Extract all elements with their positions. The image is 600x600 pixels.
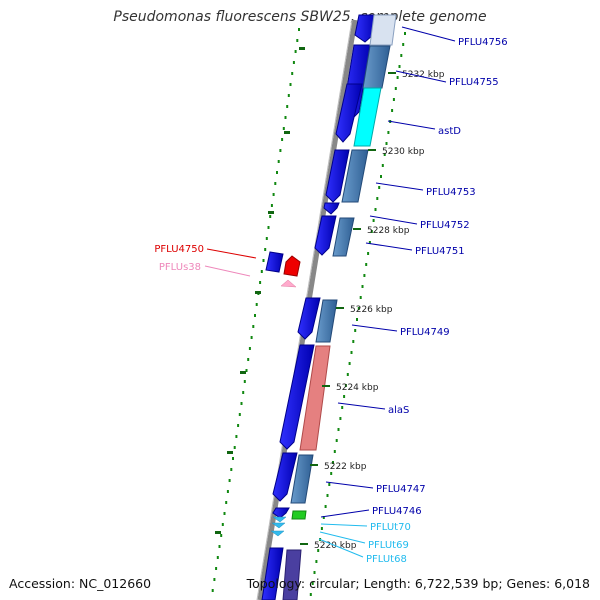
feature-label-pflu4756[interactable]: PFLU4756 [458, 37, 508, 48]
leader-line [318, 538, 364, 558]
feature-bar[interactable] [290, 454, 314, 504]
ncrna-marker[interactable] [280, 279, 297, 288]
leader-line [387, 120, 436, 130]
accession-text: Accession: NC_012660 [9, 576, 152, 591]
feature-label-pflu4751[interactable]: PFLU4751 [415, 246, 465, 257]
leader-line [320, 509, 370, 518]
feature-label-pflus38[interactable]: PFLUs38 [159, 262, 201, 273]
genome-summary-text: Topology: circular; Length: 6,722,539 bp… [246, 576, 590, 591]
cds-track [261, 14, 378, 600]
cds-arrow[interactable] [272, 507, 290, 519]
trna-arrow[interactable] [270, 530, 285, 537]
feature-bar[interactable] [332, 217, 355, 257]
gc-content-track [211, 28, 406, 596]
feature-label-pflu4752[interactable]: PFLU4752 [420, 220, 470, 231]
tick-label: 5230 kbp [382, 147, 425, 157]
leader-line [401, 26, 456, 42]
cds-arrow[interactable] [335, 83, 363, 143]
tick-label: 5226 kbp [350, 305, 393, 315]
tick-label: 5222 kbp [324, 462, 367, 472]
feature-label-pflut68[interactable]: PFLUt68 [366, 554, 407, 565]
leader-line [204, 265, 251, 277]
tick-label: 5224 kbp [336, 383, 379, 393]
tick-label: 5228 kbp [367, 226, 410, 236]
cds-arrow[interactable] [279, 344, 315, 450]
trna-arrow[interactable] [272, 516, 287, 523]
feature-label-pflut70[interactable]: PFLUt70 [370, 522, 411, 533]
cds-arrow[interactable] [297, 297, 321, 340]
cds-arrow[interactable] [323, 202, 340, 215]
feature-label-pflu4755[interactable]: PFLU4755 [449, 77, 499, 88]
cds-arrow[interactable] [325, 149, 350, 203]
leader-line [325, 481, 374, 489]
cds-arrow[interactable] [283, 255, 301, 277]
feature-bar[interactable] [362, 45, 391, 89]
tick-label: 5232 kbp [402, 70, 445, 80]
feature-label-alas[interactable]: alaS [388, 405, 409, 416]
cds-arrow[interactable] [314, 215, 337, 256]
reverse-features [265, 251, 301, 288]
feature-label-pflu4746[interactable]: PFLU4746 [372, 506, 422, 517]
trna-arrow[interactable] [271, 522, 286, 529]
feature-labels: PFLU4756 PFLU4755 astD PFLU4753 PFLU4752 PFLU… [154, 26, 508, 565]
feature-label-pflu4747[interactable]: PFLU4747 [376, 484, 426, 495]
leader-line [206, 248, 257, 259]
feature-label-astd[interactable]: astD [438, 126, 461, 137]
feature-label-pflu4753[interactable]: PFLU4753 [426, 187, 476, 198]
leader-line [351, 324, 398, 332]
cds-arrow[interactable] [272, 452, 298, 502]
feature-bar[interactable] [353, 87, 382, 147]
feature-bar[interactable] [299, 345, 331, 451]
feature-track [282, 14, 397, 600]
leader-line [337, 402, 386, 410]
feature-bar[interactable] [315, 299, 338, 343]
leader-line [319, 531, 366, 544]
feature-bar[interactable] [341, 149, 369, 203]
leader-line [320, 523, 368, 527]
feature-label-pflu4750[interactable]: PFLU4750 [154, 244, 204, 255]
leader-line [395, 70, 447, 83]
feature-bar[interactable] [282, 549, 302, 600]
feature-bar[interactable] [291, 510, 307, 520]
feature-label-pflu4749[interactable]: PFLU4749 [400, 327, 450, 338]
leader-line [365, 242, 413, 251]
feature-bar[interactable] [369, 14, 397, 46]
cds-arrow[interactable] [261, 547, 284, 600]
leader-line [375, 182, 424, 191]
cds-arrow[interactable] [265, 251, 284, 273]
leader-line [369, 215, 418, 225]
trna-markers [270, 516, 287, 537]
feature-label-pflut69[interactable]: PFLUt69 [368, 540, 409, 551]
